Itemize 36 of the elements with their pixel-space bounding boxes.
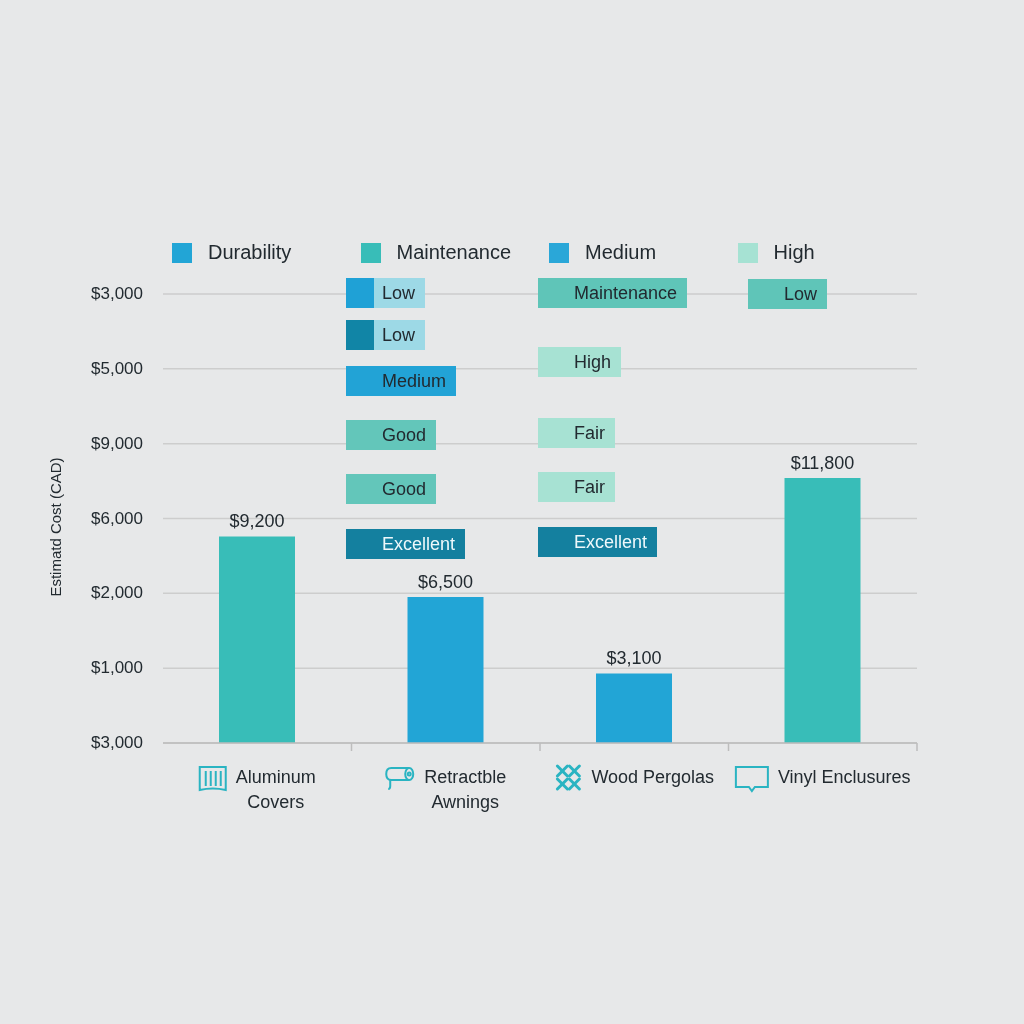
annotation: Excellent: [346, 529, 466, 559]
annotation: Low: [346, 320, 426, 350]
x-tick-label: Vinyl Enclusures: [777, 767, 911, 787]
data-label: $6,500: [417, 572, 474, 593]
bar: [407, 597, 484, 743]
text: $2,000: [91, 582, 143, 605]
annotation: Low: [346, 278, 426, 308]
x-tick-label: Wood Pergolas: [591, 767, 715, 787]
annotation: Fair: [538, 418, 615, 448]
bar: [219, 536, 295, 743]
text: $5,000: [91, 357, 143, 380]
legend-label: Durability: [208, 241, 292, 264]
text: Estimatd Cost (CAD): [46, 456, 65, 597]
annotation: Good: [346, 420, 437, 450]
text: $3,000: [91, 732, 143, 754]
text: $9,000: [91, 432, 143, 455]
bar: [784, 478, 861, 743]
annotation: Medium: [346, 366, 457, 396]
annotation: Excellent: [538, 527, 658, 557]
legend-label: Medium: [585, 241, 657, 264]
data-label: $3,100: [606, 648, 662, 669]
data-label: $9,200: [229, 511, 285, 532]
legend-label: Maintenance: [396, 241, 512, 264]
legend-label: High: [773, 241, 815, 264]
text: $6,000: [91, 507, 143, 530]
annotation: High: [538, 347, 622, 377]
text: $1,000: [91, 657, 143, 680]
x-tick-label: Aluminum Covers: [235, 767, 316, 812]
text: $3,000: [91, 283, 143, 305]
annotation: Low: [748, 279, 828, 309]
annotation: Maintenance: [538, 278, 688, 308]
annotation: Good: [346, 474, 437, 504]
data-label: $11,800: [790, 453, 855, 474]
annotation: Fair: [538, 472, 615, 502]
bar: [596, 673, 672, 743]
x-tick-label: Retractble Awnings: [424, 767, 507, 812]
